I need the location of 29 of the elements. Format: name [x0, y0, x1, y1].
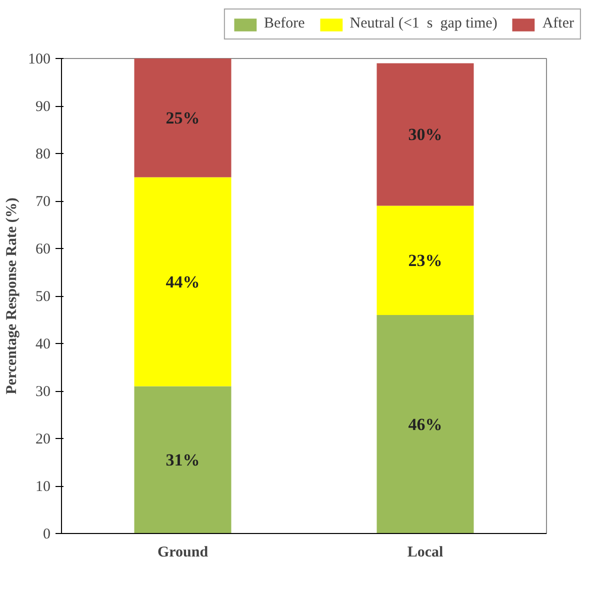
bar	[134, 177, 232, 386]
data-label: 23%	[408, 250, 442, 270]
x-tick-label: Ground	[157, 544, 209, 560]
y-tick-label: 60	[36, 242, 50, 258]
y-tick-label: 0	[43, 526, 50, 542]
x-tick-label: Local	[407, 544, 444, 560]
legend-label: After	[542, 16, 574, 32]
data-label: 46%	[408, 414, 442, 434]
y-tick-label: 80	[36, 146, 50, 162]
y-tick-label: 50	[36, 289, 50, 305]
bar	[376, 315, 474, 534]
y-axis-title: Percentage Response Rate (%)	[4, 198, 20, 394]
y-tick-label: 40	[36, 336, 50, 352]
data-label: 44%	[166, 272, 200, 292]
y-tick-label: 100	[28, 52, 50, 68]
y-tick-label: 70	[36, 194, 50, 210]
legend-label: Neutral (<1 s gap time)	[350, 16, 498, 32]
bar	[376, 206, 474, 315]
bar	[376, 63, 474, 206]
data-label: 31%	[166, 450, 200, 470]
y-tick-label: 30	[36, 384, 50, 400]
data-label: 25%	[166, 108, 200, 128]
legend-label: Before	[264, 16, 305, 32]
y-tick-label: 20	[36, 432, 50, 448]
data-label: 30%	[408, 125, 442, 144]
y-tick-label: 10	[36, 479, 50, 495]
bar	[134, 58, 232, 178]
bar	[134, 386, 232, 534]
y-tick-label: 90	[36, 99, 50, 115]
